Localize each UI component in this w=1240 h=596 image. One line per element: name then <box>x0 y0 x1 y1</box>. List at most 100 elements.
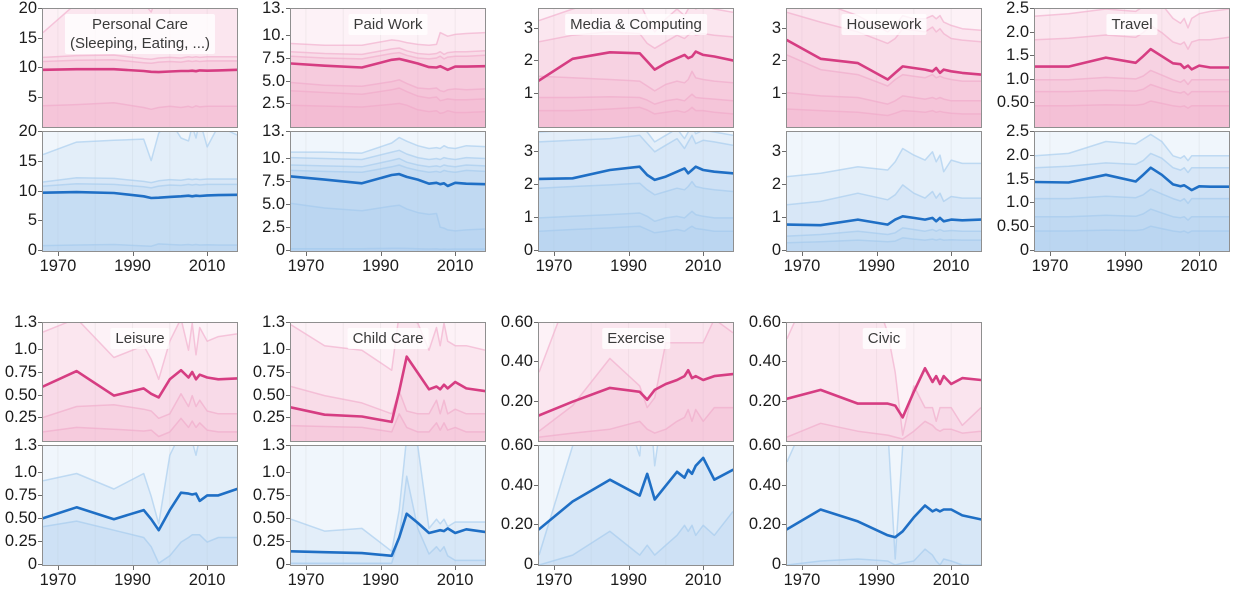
y-tick-mark <box>286 495 290 497</box>
x-tick-mark <box>1199 252 1201 256</box>
x-axis: 1970 1990 2010 <box>0 252 248 278</box>
x-tick-mark <box>132 252 134 256</box>
female-panel-block: 2.5 2.0 1.5 1.0 0.50 Travel <box>992 0 1240 128</box>
y-tick-label: 13. <box>262 122 285 140</box>
y-tick-mark <box>782 27 786 29</box>
x-tick-mark <box>703 566 705 570</box>
chart-row-top: 20 15 10 5 Personal Care (Sleeping, Eating, .… <box>0 0 1240 278</box>
male-mean-line <box>787 215 981 227</box>
y-tick-mark <box>38 131 42 132</box>
female-mean-line <box>539 368 733 417</box>
y-tick-label: 1.3 <box>262 436 285 454</box>
x-tick-label: 1990 <box>858 257 895 275</box>
y-tick-label: 0.25 <box>4 532 37 551</box>
y-tick-mark <box>1030 250 1034 251</box>
y-tick-label: 1 <box>523 84 533 103</box>
y-tick-label: 2 <box>771 174 781 193</box>
y-tick-label: 5 <box>27 87 37 106</box>
x-tick-mark <box>455 252 457 256</box>
male-panel-block: 13. 10. 7.5 5.0 2.5 0 <box>248 122 496 259</box>
chart-leisure: 1.3 1.0 0.75 0.50 0.25 Leisure 1.3 1.0 0.75 0.50 0… <box>0 313 248 592</box>
y-tick-mark <box>782 445 786 446</box>
y-tick-label: 0.25 <box>252 408 285 427</box>
y-tick-label: 0 <box>275 241 285 259</box>
x-tick-mark <box>553 566 555 570</box>
female-panel-block: 0.60 0.40 0.20 Civic <box>744 313 992 442</box>
female-panel: Leisure <box>42 322 238 442</box>
female-panel-block: 3 2 1 Media & Computing <box>496 8 744 128</box>
male-mean-line <box>291 512 485 558</box>
female-plot <box>291 323 485 441</box>
x-tick-mark <box>57 252 59 256</box>
female-panel-block: 20 15 10 5 Personal Care (Sleeping, Eating, .… <box>0 0 248 128</box>
x-tick-mark <box>876 252 878 256</box>
x-tick-mark <box>703 252 705 256</box>
y-tick-mark <box>1030 55 1034 57</box>
x-tick-mark <box>455 566 457 570</box>
x-tick-mark <box>207 566 209 570</box>
male-plot <box>787 132 981 251</box>
female-y-axis: 0.60 0.40 0.20 <box>496 313 538 442</box>
y-tick-mark <box>286 541 290 543</box>
y-tick-mark <box>286 371 290 373</box>
y-tick-label: 0 <box>27 555 37 573</box>
x-tick-label: 1970 <box>535 257 573 275</box>
x-tick-label: 1970 <box>39 571 77 589</box>
y-tick-label: 15 <box>18 151 37 170</box>
y-tick-mark <box>534 564 538 565</box>
female-mean-line <box>539 50 733 82</box>
male-panel <box>42 445 238 566</box>
female-mean-line <box>787 366 981 419</box>
female-y-axis: 2.5 2.0 1.5 1.0 0.50 <box>992 0 1034 128</box>
y-tick-mark <box>286 35 290 37</box>
x-axis: 1970 1990 2010 <box>0 566 248 592</box>
y-tick-mark <box>782 524 786 526</box>
y-tick-mark <box>1030 202 1034 204</box>
chart-travel: 2.5 2.0 1.5 1.0 0.50 Travel 2.5 2.0 1.5 1.0 0.50 0 1… <box>992 0 1240 278</box>
female-y-axis: 1.3 1.0 0.75 0.50 0.25 <box>0 313 42 442</box>
y-tick-label: 3 <box>771 18 781 37</box>
x-tick-label: 1990 <box>362 571 399 589</box>
male-plot <box>787 446 981 565</box>
y-tick-label: 2 <box>523 51 533 70</box>
female-panel-block: 1.3 1.0 0.75 0.50 0.25 Leisure <box>0 313 248 442</box>
y-tick-mark <box>38 37 42 39</box>
y-tick-mark <box>782 322 786 323</box>
y-tick-label: 2.5 <box>262 94 285 113</box>
female-y-axis: 0.60 0.40 0.20 <box>744 313 786 442</box>
y-tick-label: 1.3 <box>14 436 37 454</box>
y-tick-mark <box>534 400 538 402</box>
y-tick-mark <box>782 150 786 152</box>
x-axis: 1970 1990 2010 <box>248 566 496 592</box>
male-mean-line <box>787 504 981 539</box>
y-tick-label: 1.0 <box>14 463 37 482</box>
female-mean-line <box>291 355 485 424</box>
female-panel: Paid Work <box>290 8 486 128</box>
y-tick-mark <box>38 96 42 98</box>
y-tick-mark <box>534 150 538 152</box>
male-panel-block: 3 2 1 0 <box>496 131 744 259</box>
y-tick-mark <box>286 80 290 82</box>
male-plot <box>539 132 733 251</box>
y-tick-label: 1.0 <box>14 340 37 359</box>
female-mean-line <box>291 57 485 72</box>
y-tick-mark <box>38 518 42 520</box>
male-y-axis: 0.60 0.40 0.20 0 <box>496 436 538 573</box>
x-tick-mark <box>57 566 59 570</box>
male-panel-block: 3 2 1 0 <box>744 131 992 259</box>
y-tick-label: 0.20 <box>748 391 781 410</box>
male-panel <box>538 445 734 566</box>
x-tick-label: 1970 <box>783 571 821 589</box>
chart-title: Civic <box>862 328 906 349</box>
y-tick-label: 0 <box>27 241 37 259</box>
y-tick-label: 2 <box>771 51 781 70</box>
y-tick-mark <box>1030 131 1034 132</box>
x-tick-label: 2010 <box>188 257 226 275</box>
chart-paid-work: 13. 10. 7.5 5.0 2.5 Paid Work 13. 10. 7.5 5.0 2.5 0… <box>248 0 496 278</box>
y-tick-label: 0 <box>771 555 781 573</box>
female-panel: Media & Computing <box>538 8 734 128</box>
y-tick-mark <box>38 541 42 543</box>
male-panel <box>290 131 486 252</box>
y-tick-mark <box>38 564 42 565</box>
y-tick-mark <box>38 8 42 9</box>
